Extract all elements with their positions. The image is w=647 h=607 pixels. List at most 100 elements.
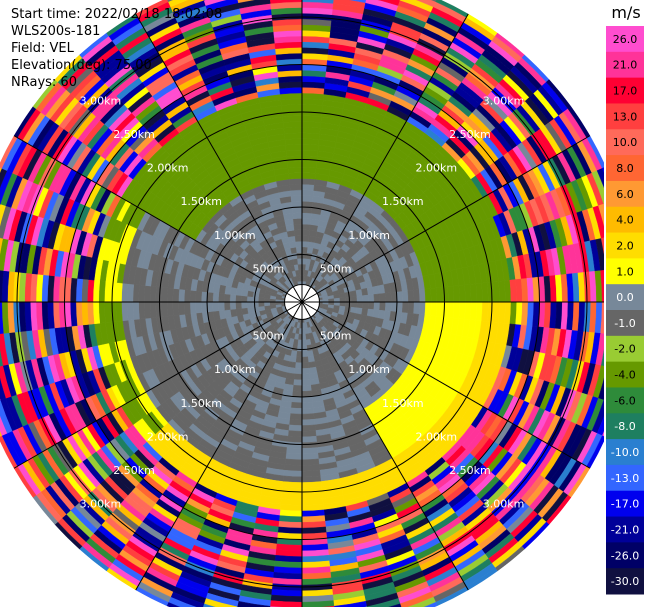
colorbar-tick-label: -30.0 (611, 575, 639, 588)
velocity-gate (289, 183, 303, 191)
velocity-gate (121, 301, 129, 322)
velocity-gate (286, 155, 303, 163)
velocity-gate (418, 288, 426, 303)
velocity-gate (301, 469, 321, 478)
velocity-gate (246, 306, 254, 314)
velocity-gate (212, 301, 220, 312)
velocity-gate (144, 301, 152, 319)
velocity-gate (413, 301, 421, 315)
velocity-gate (290, 407, 303, 415)
velocity-gate (373, 301, 381, 311)
velocity-gate (285, 149, 303, 157)
velocity-gate (301, 0, 334, 4)
colorbar-tick-label: -8.0 (614, 420, 635, 433)
velocity-gate (379, 293, 386, 303)
velocity-gate (598, 203, 604, 227)
velocity-gate (284, 138, 303, 146)
velocity-gate (430, 287, 438, 303)
velocity-gate (367, 301, 375, 310)
velocity-gate (223, 293, 231, 303)
colorbar-tick-label: 2.0 (616, 239, 634, 252)
colorbar-title: m/s (611, 3, 640, 22)
velocity-gate (269, 301, 276, 306)
velocity-gate (294, 367, 303, 375)
velocity-gate (294, 362, 303, 369)
colorbar-tick-label: 21.0 (613, 59, 638, 72)
velocity-gate (252, 306, 260, 313)
velocity-gate (356, 295, 364, 303)
velocity-gate (290, 246, 298, 254)
velocity-gate (115, 282, 123, 303)
velocity-gate (258, 301, 265, 307)
velocity-gate (240, 301, 248, 309)
velocity-gate (452, 285, 460, 303)
range-label: 3.00km (483, 94, 525, 107)
velocity-gate (301, 240, 309, 248)
velocity-gate (345, 296, 352, 303)
velocity-gate (229, 294, 237, 303)
range-label: 1.50km (180, 195, 222, 208)
range-label: 1.00km (214, 363, 256, 376)
velocity-gate (333, 297, 341, 303)
velocity-gate (132, 301, 140, 320)
velocity-gate (178, 288, 186, 303)
velocity-gate (301, 246, 308, 254)
velocity-gate (301, 115, 322, 123)
velocity-gate (301, 172, 316, 180)
velocity-gates (0, 0, 604, 607)
range-label: 2.50km (449, 128, 491, 141)
velocity-gate (301, 498, 324, 506)
velocity-gate (195, 301, 203, 314)
velocity-gate (301, 218, 311, 225)
velocity-gate (475, 301, 483, 322)
velocity-gate (0, 435, 18, 469)
range-label: 2.00km (416, 430, 458, 443)
velocity-gate (344, 291, 352, 298)
velocity-gate (301, 424, 316, 432)
velocity-gate (600, 349, 604, 367)
velocity-gate (390, 291, 398, 303)
velocity-gate (280, 98, 303, 106)
velocity-gate (287, 166, 303, 174)
velocity-gate (384, 292, 392, 303)
velocity-gate (283, 469, 303, 478)
range-label: 1.50km (382, 397, 424, 410)
velocity-gate (301, 475, 322, 483)
velocity-gate (401, 290, 409, 303)
velocity-gate (301, 367, 310, 375)
velocity-gate (301, 206, 313, 214)
velocity-gate (295, 240, 303, 248)
colorbar-tick-label: -10.0 (611, 446, 639, 459)
range-label: 3.00km (80, 498, 122, 511)
velocity-gate (295, 356, 303, 364)
velocity-gate (183, 289, 191, 303)
velocity-gate (301, 229, 310, 237)
range-label: 1.50km (382, 195, 424, 208)
range-label: 1.50km (180, 397, 222, 410)
velocity-gate (498, 280, 506, 303)
velocity-gate (288, 424, 303, 432)
velocity-gate (469, 301, 478, 321)
velocity-gate (284, 458, 303, 466)
velocity-gate (285, 447, 303, 455)
velocity-gate (384, 301, 392, 312)
velocity-gate (291, 206, 303, 214)
velocity-gate (301, 373, 311, 381)
velocity-gate (481, 282, 489, 303)
velocity-gate (301, 183, 315, 191)
velocity-gate (356, 301, 364, 309)
velocity-gate (290, 189, 303, 197)
range-label: 2.50km (113, 128, 155, 141)
velocity-gate (291, 252, 298, 260)
velocity-gate (600, 237, 604, 255)
velocity-gate (602, 167, 604, 173)
velocity-gate (458, 284, 466, 303)
velocity-gate (301, 252, 308, 259)
velocity-gate (301, 413, 315, 421)
velocity-gate (296, 252, 303, 259)
velocity-gate (172, 288, 180, 303)
velocity-gate (288, 172, 303, 180)
velocity-gate (288, 418, 303, 426)
velocity-gate (281, 109, 303, 118)
